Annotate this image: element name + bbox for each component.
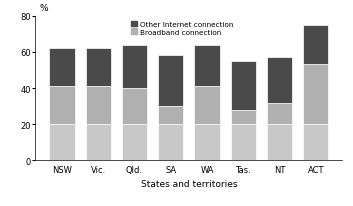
- Bar: [194, 45, 220, 87]
- Bar: [49, 125, 74, 161]
- Bar: [194, 87, 220, 125]
- Bar: [158, 56, 184, 107]
- X-axis label: States and territories: States and territories: [140, 179, 237, 188]
- Bar: [194, 125, 220, 161]
- Bar: [85, 87, 111, 125]
- Bar: [231, 125, 256, 161]
- Bar: [267, 58, 292, 103]
- Bar: [49, 49, 74, 87]
- Text: %: %: [40, 4, 48, 13]
- Bar: [231, 110, 256, 125]
- Bar: [303, 26, 328, 65]
- Bar: [49, 87, 74, 125]
- Bar: [231, 62, 256, 110]
- Bar: [122, 89, 147, 125]
- Bar: [158, 125, 184, 161]
- Bar: [267, 125, 292, 161]
- Bar: [303, 125, 328, 161]
- Bar: [122, 125, 147, 161]
- Bar: [85, 125, 111, 161]
- Bar: [267, 103, 292, 125]
- Bar: [122, 45, 147, 89]
- Bar: [158, 107, 184, 125]
- Bar: [85, 49, 111, 87]
- Legend: Other Internet connection, Broadband connection: Other Internet connection, Broadband con…: [131, 21, 233, 35]
- Bar: [303, 65, 328, 125]
